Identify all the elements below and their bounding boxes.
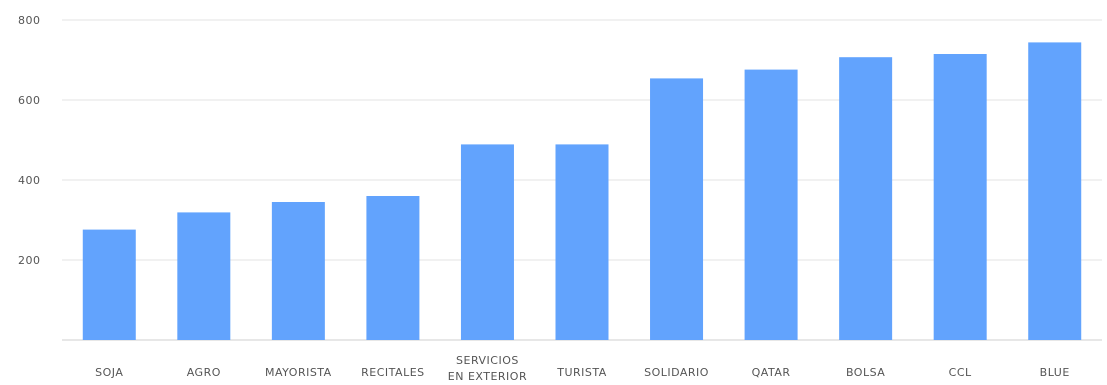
bar	[460, 144, 514, 340]
x-tick-label: SERVICIOS EN EXTERIOR	[448, 354, 527, 383]
x-tick-label: SOLIDARIO	[644, 366, 709, 379]
y-tick-label: 400	[18, 174, 41, 187]
y-tick-label: 200	[18, 254, 41, 267]
x-tick-label: TURISTA	[556, 366, 607, 379]
bar	[271, 202, 325, 340]
x-tick-label: BOLSA	[846, 366, 885, 379]
y-tick-label: 800	[18, 14, 41, 27]
x-tick-label: MAYORISTA	[265, 366, 332, 379]
x-tick-label: RECITALES	[361, 366, 424, 379]
bar	[744, 69, 798, 340]
bars	[82, 42, 1082, 341]
y-tick-label: 600	[18, 94, 41, 107]
bar	[177, 212, 231, 340]
bar	[839, 57, 893, 340]
x-tick-label: SOJA	[95, 366, 123, 379]
bar	[1028, 42, 1082, 341]
bar	[82, 229, 136, 340]
bar	[933, 54, 987, 340]
x-tick-label: BLUE	[1040, 366, 1070, 379]
x-axis-labels: SOJA AGRO MAYORISTA RECITALES SERVICIOS EN EX…	[95, 354, 1070, 383]
x-tick-label: QATAR	[752, 366, 791, 379]
x-tick-label: AGRO	[187, 366, 221, 379]
bar	[555, 144, 609, 340]
bar	[366, 196, 420, 340]
y-axis-ticks: 200 400 600 800	[18, 14, 41, 267]
bar	[650, 78, 704, 341]
x-tick-label: CCL	[949, 366, 972, 379]
